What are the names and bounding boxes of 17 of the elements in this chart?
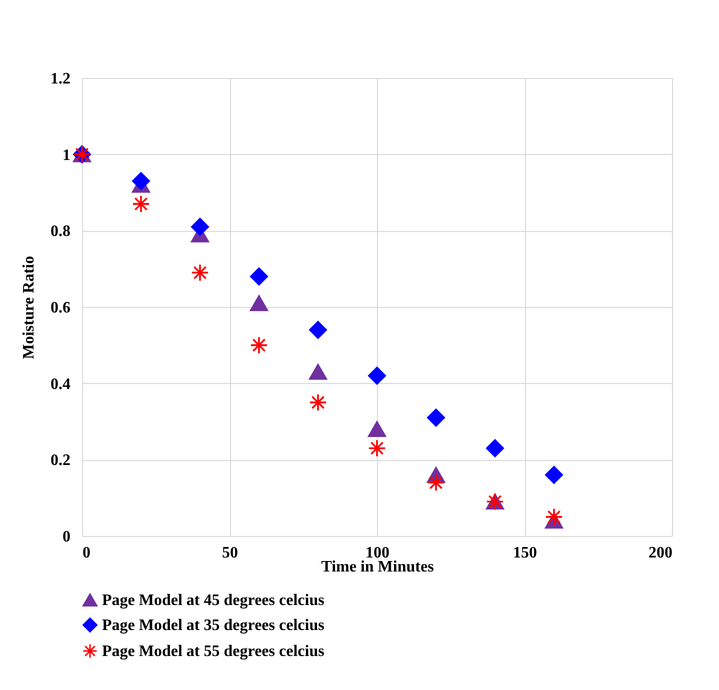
y-tick-label: 0 — [62, 528, 70, 546]
legend-label: Page Model at 35 degrees celcius — [102, 617, 324, 634]
y-tick-label: 1.2 — [50, 70, 70, 88]
x-tick-label: 150 — [513, 544, 537, 562]
y-tick-label: 0.6 — [50, 300, 70, 316]
y-tick-label: 1 — [62, 146, 70, 164]
legend-label: Page Model at 45 degrees celcius — [102, 592, 324, 609]
y-tick-label: 0.4 — [50, 376, 70, 393]
legend-label: Page Model at 55 degrees celcius — [102, 643, 324, 660]
x-tick-label: 0 — [82, 544, 90, 562]
y-tick-label: 0.8 — [50, 223, 70, 240]
x-tick-label: 100 — [366, 544, 390, 562]
x-tick-label: 200 — [648, 544, 672, 562]
x-axis-title: Time in Minutes — [321, 558, 434, 576]
y-tick-label: 0.2 — [50, 452, 70, 470]
y-axis-title: Moisture Ratio — [20, 256, 38, 360]
x-tick-label: 50 — [222, 544, 238, 562]
